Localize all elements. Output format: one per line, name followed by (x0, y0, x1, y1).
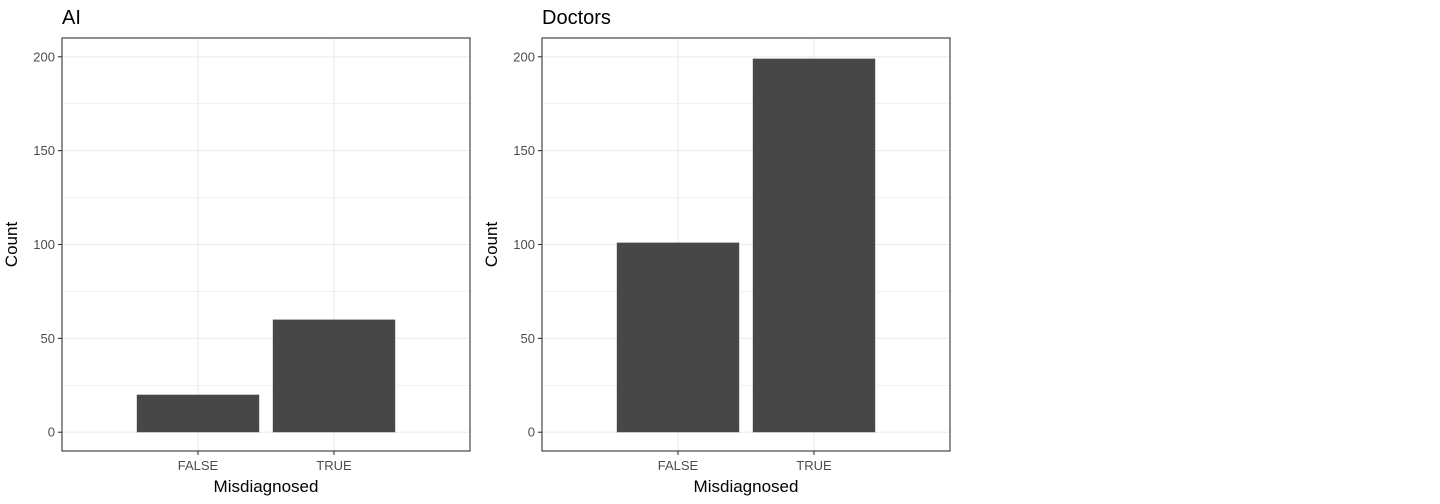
panel-1-bar-false (136, 394, 260, 433)
panel-1-y-tick-label: 100 (33, 237, 55, 252)
panel-2-y-tick-label: 100 (513, 237, 535, 252)
panel-1-y-tick-label: 200 (33, 49, 55, 64)
panel-1-bar-true (272, 319, 396, 433)
panel-1-y-tick-label: 150 (33, 143, 55, 158)
panel-2-title: Doctors (542, 7, 611, 29)
panel-2-x-tick-label: TRUE (796, 458, 832, 473)
panel-2-bar-true (752, 58, 876, 433)
panel-2-y-tick-label: 150 (513, 143, 535, 158)
panel-2-x-tick-label: FALSE (658, 458, 699, 473)
panel-2-x-axis-title: Misdiagnosed (694, 477, 799, 496)
panel-1-x-tick-label: FALSE (178, 458, 219, 473)
panel-2-y-tick-label: 0 (528, 425, 535, 440)
panel-1-x-tick-label: TRUE (316, 458, 352, 473)
panel-1-y-tick-label: 50 (41, 331, 55, 346)
panel-1-x-axis-title: Misdiagnosed (214, 477, 319, 496)
panel-1-y-tick-label: 0 (48, 425, 55, 440)
panel-2-y-axis-title: Count (482, 222, 501, 268)
panel-1-y-axis-title: Count (2, 222, 21, 268)
panel-1-title: AI (62, 7, 81, 29)
panel-2-y-tick-label: 50 (521, 331, 535, 346)
panel-1: 0 50 100 150 200 FALSE TRUE AI Misdiagnosed Count (2, 7, 471, 496)
panel-2-bar-false (616, 242, 740, 433)
panel-2: 0 50 100 150 200 FALSE TRUE Doctors Misdiagnosed… (482, 7, 951, 496)
panel-2-y-tick-label: 200 (513, 49, 535, 64)
